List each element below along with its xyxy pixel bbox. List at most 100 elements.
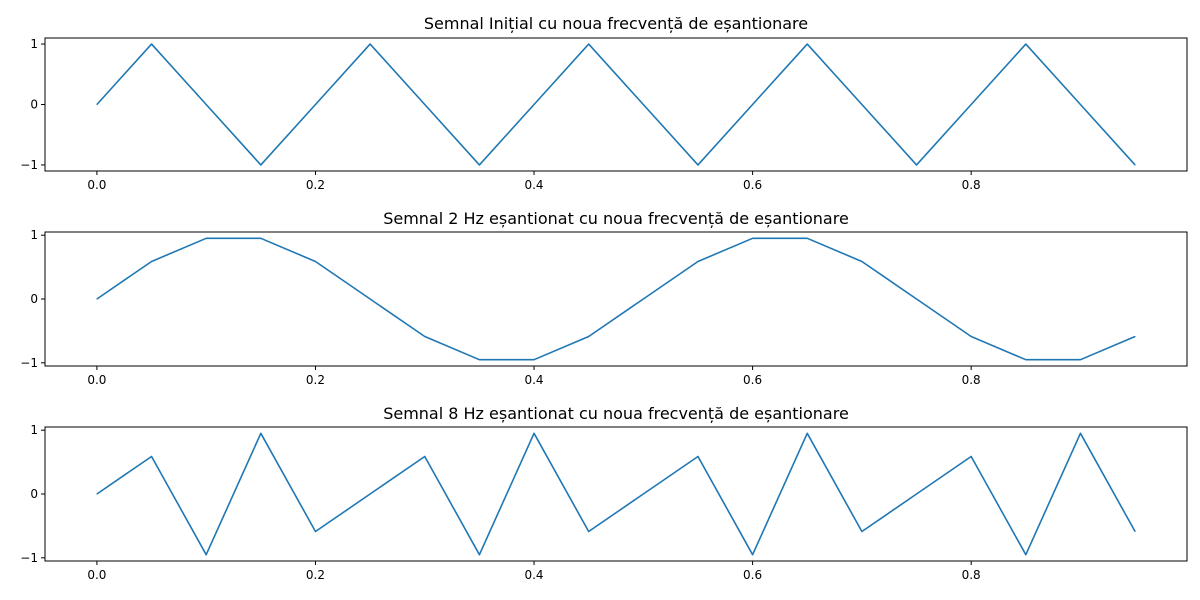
series-line [96, 43, 1136, 166]
x-tick-label: 0.2 [306, 373, 325, 387]
x-tick-label: 0.0 [87, 568, 106, 582]
data-point [151, 43, 153, 45]
data-point [1025, 359, 1027, 361]
data-points [96, 43, 1136, 166]
data-point [642, 298, 644, 300]
data-point [642, 104, 644, 105]
y-tick-label: 1 [30, 37, 38, 51]
series-line [96, 432, 1136, 556]
data-point [588, 336, 590, 338]
data-point [1079, 359, 1081, 361]
axes-frame [44, 37, 1188, 172]
data-point [151, 260, 153, 262]
x-tick-label: 0.8 [962, 178, 981, 192]
data-point [1079, 104, 1081, 105]
data-point [96, 104, 98, 105]
data-point [1134, 164, 1136, 166]
data-point [642, 493, 644, 495]
data-point [806, 432, 808, 434]
data-point [1025, 554, 1027, 556]
x-tick-label: 0.2 [306, 568, 325, 582]
data-point [970, 455, 972, 457]
data-point [1079, 432, 1081, 434]
data-point [424, 104, 426, 105]
data-point [1134, 336, 1136, 338]
y-tick-label: −1 [20, 158, 38, 172]
x-tick-label: 0.0 [87, 373, 106, 387]
data-point [205, 237, 207, 239]
data-point [916, 164, 918, 166]
data-point [314, 260, 316, 262]
data-point [588, 43, 590, 45]
data-points [96, 237, 1136, 361]
x-tick-label: 0.6 [743, 568, 762, 582]
y-tick-label: 0 [30, 487, 38, 501]
data-point [151, 455, 153, 457]
data-point [752, 104, 754, 105]
data-point [916, 493, 918, 495]
data-point [697, 260, 699, 262]
data-point [697, 455, 699, 457]
data-point [314, 104, 316, 105]
y-tick-label: −1 [20, 551, 38, 565]
data-point [861, 531, 863, 533]
data-point [424, 455, 426, 457]
data-point [1025, 43, 1027, 45]
data-point [697, 164, 699, 166]
data-point [478, 359, 480, 361]
y-tick-label: −1 [20, 356, 38, 370]
data-point [260, 237, 262, 239]
ticks: 0.0 0.2 0.4 0.6 0.8 −1 0 1 [20, 228, 980, 387]
ticks: 0.0 0.2 0.4 0.6 0.8 −1 0 1 [20, 423, 980, 582]
data-point [970, 104, 972, 105]
data-point [970, 336, 972, 338]
data-point [369, 43, 371, 45]
data-point [752, 554, 754, 556]
data-point [205, 104, 207, 105]
subplot-2hz-signal: Semnal 2 Hz eșantionat cu noua frecvență… [20, 209, 1188, 387]
data-point [369, 298, 371, 300]
data-point [369, 493, 371, 495]
x-tick-label: 0.6 [743, 373, 762, 387]
ticks: 0.0 0.2 0.4 0.6 0.8 −1 0 1 [20, 37, 980, 192]
data-point [916, 298, 918, 300]
subplot-title: Semnal Inițial cu noua frecvență de eșan… [424, 14, 808, 33]
data-point [478, 164, 480, 166]
data-point [478, 554, 480, 556]
x-tick-label: 0.4 [524, 178, 543, 192]
data-point [861, 260, 863, 262]
y-tick-label: 0 [30, 98, 38, 112]
data-point [588, 531, 590, 533]
data-point [533, 359, 535, 361]
data-point [96, 298, 98, 300]
data-point [260, 164, 262, 166]
data-point [205, 554, 207, 556]
x-tick-label: 0.8 [962, 373, 981, 387]
data-point [1134, 531, 1136, 533]
axes-frame [44, 231, 1188, 367]
subplot-title: Semnal 2 Hz eșantionat cu noua frecvență… [383, 209, 849, 228]
subplot-title: Semnal 8 Hz eșantionat cu noua frecvență… [383, 404, 849, 423]
data-point [96, 493, 98, 495]
y-tick-label: 1 [30, 423, 38, 437]
x-tick-label: 0.0 [87, 178, 106, 192]
y-tick-label: 0 [30, 292, 38, 306]
data-point [424, 336, 426, 338]
data-point [533, 432, 535, 434]
x-tick-label: 0.2 [306, 178, 325, 192]
data-point [752, 237, 754, 239]
data-point [260, 432, 262, 434]
data-point [806, 43, 808, 45]
x-tick-label: 0.4 [524, 373, 543, 387]
subplot-8hz-signal: Semnal 8 Hz eșantionat cu noua frecvență… [20, 404, 1188, 582]
data-point [806, 237, 808, 239]
data-point [861, 104, 863, 105]
y-tick-label: 1 [30, 228, 38, 242]
subplot-initial-signal: Semnal Inițial cu noua frecvență de eșan… [20, 14, 1188, 192]
data-point [533, 104, 535, 105]
x-tick-label: 0.8 [962, 568, 981, 582]
axes-frame [44, 426, 1188, 562]
x-tick-label: 0.6 [743, 178, 762, 192]
